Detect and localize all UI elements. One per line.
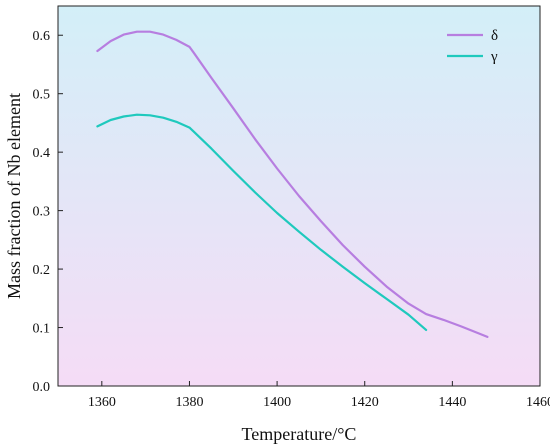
x-tick-label: 1440 [438,395,466,410]
y-axis-title: Mass fraction of Nb element [4,93,24,299]
y-tick-label: 0.6 [33,29,51,44]
legend-label-gamma: γ [490,49,498,65]
legend-label-delta: δ [491,28,498,44]
y-tick-label: 0.3 [33,205,51,220]
x-tick-label: 1360 [88,395,116,410]
x-axis: 1360 1380 1400 1420 1440 1460 [88,381,550,410]
series-line-gamma [96,113,428,331]
x-tick-label: 1460 [526,395,550,410]
x-tick-label: 1400 [263,395,291,410]
series-lines [96,30,489,338]
y-tick-label: 0.2 [33,263,51,278]
series-line-delta [96,30,489,338]
x-axis-title: Temperature/°C [242,424,357,444]
x-tick-label: 1380 [175,395,203,410]
y-tick-label: 0.1 [33,322,51,337]
y-tick-label: 0.0 [33,380,51,395]
x-tick-label: 1420 [351,395,379,410]
legend: δ γ [447,28,498,65]
y-tick-label: 0.5 [33,88,51,103]
y-axis: 0.0 0.1 0.2 0.3 0.4 0.5 0.6 [33,29,63,395]
y-tick-label: 0.4 [33,146,51,161]
